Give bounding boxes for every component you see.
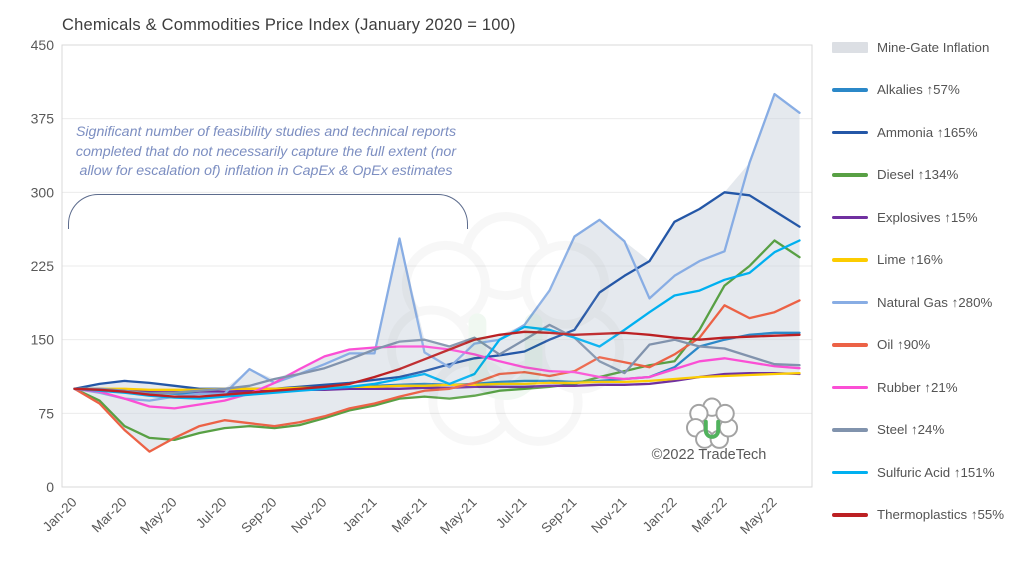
y-axis-label: 150 — [31, 332, 55, 348]
legend-item-mine-gate-inflation: Mine-Gate Inflation — [832, 26, 1008, 69]
y-axis-label: 300 — [31, 184, 55, 200]
legend-swatch — [832, 258, 868, 262]
y-axis-label: 75 — [38, 405, 54, 421]
legend-swatch — [832, 88, 868, 92]
legend-label: Sulfuric Acid ↑151% — [877, 464, 995, 480]
legend-item-diesel: Diesel ↑134% — [832, 154, 1008, 197]
legend-label: Rubber ↑21% — [877, 379, 958, 395]
legend-swatch — [832, 130, 868, 134]
legend-item-oil: Oil ↑90% — [832, 324, 1008, 367]
legend-label: Explosives ↑15% — [877, 209, 978, 225]
y-axis-label: 375 — [31, 111, 55, 127]
legend-item-alkalies: Alkalies ↑57% — [832, 69, 1008, 112]
x-axis-label: Jan-22 — [640, 495, 680, 535]
x-axis-label: Nov-21 — [588, 495, 629, 536]
x-axis-label: Jul-20 — [193, 495, 230, 532]
legend-label: Ammonia ↑165% — [877, 124, 978, 140]
legend-label: Alkalies ↑57% — [877, 82, 960, 98]
legend-swatch — [832, 41, 868, 53]
period-grouping-bracket — [68, 194, 468, 229]
annotation-text: Significant number of feasibility studie… — [60, 123, 472, 182]
x-axis-label: Jul-21 — [493, 495, 530, 532]
legend-label: Thermoplastics ↑55% — [877, 507, 1005, 523]
tradetech-logo-icon — [684, 396, 740, 452]
x-axis-label: May-21 — [437, 495, 479, 537]
x-axis-label: May-22 — [737, 495, 779, 537]
legend-item-rubber: Rubber ↑21% — [832, 366, 1008, 409]
legend-label: Natural Gas ↑280% — [877, 294, 993, 310]
legend-swatch — [832, 343, 868, 347]
legend-label: Oil ↑90% — [877, 337, 931, 353]
chart-legend: Mine-Gate Inflation Alkalies ↑57% Ammonia … — [832, 26, 1008, 536]
legend-swatch — [832, 215, 868, 219]
x-axis-label: Mar-21 — [389, 495, 430, 536]
legend-label: Lime ↑16% — [877, 252, 943, 268]
legend-item-sulfuric-acid: Sulfuric Acid ↑151% — [832, 451, 1008, 494]
y-axis-label: 450 — [31, 37, 55, 53]
legend-item-steel: Steel ↑24% — [832, 409, 1008, 452]
x-axis-label: May-20 — [137, 495, 179, 537]
tradetech-watermark-large — [378, 205, 633, 460]
legend-swatch — [832, 173, 868, 177]
legend-swatch — [832, 428, 868, 432]
x-axis-label: Jan-21 — [340, 495, 380, 535]
x-axis-label: Mar-20 — [89, 495, 130, 536]
annotation-line: completed that do not necessarily captur… — [75, 143, 457, 160]
legend-swatch — [832, 470, 868, 474]
plot-border — [61, 44, 813, 488]
annotation-line: allow for escalation of) inflation in Ca… — [79, 163, 453, 180]
legend-item-thermoplastics: Thermoplastics ↑55% — [832, 494, 1008, 537]
legend-label: Steel ↑24% — [877, 422, 945, 438]
x-axis-label: Jan-20 — [40, 495, 80, 535]
legend-label: Diesel ↑134% — [877, 167, 959, 183]
chart-title: Chemicals & Commodities Price Index (Jan… — [62, 16, 516, 34]
annotation-line: Significant number of feasibility studie… — [75, 124, 457, 140]
legend-item-natural-gas: Natural Gas ↑280% — [832, 281, 1008, 324]
legend-item-explosives: Explosives ↑15% — [832, 196, 1008, 239]
legend-swatch — [832, 300, 868, 304]
x-axis-label: Nov-20 — [288, 495, 329, 536]
legend-swatch — [832, 385, 868, 389]
legend-label: Mine-Gate Inflation — [877, 39, 990, 55]
y-axis-label: 0 — [46, 479, 54, 495]
legend-item-lime: Lime ↑16% — [832, 239, 1008, 282]
x-axis-label: Mar-22 — [689, 495, 730, 536]
x-axis-label: Sep-20 — [238, 495, 279, 536]
x-axis-label: Sep-21 — [538, 495, 579, 536]
copyright-text: ©2022 TradeTech — [651, 447, 767, 463]
y-axis-label: 225 — [31, 258, 55, 274]
legend-item-ammonia: Ammonia ↑165% — [832, 111, 1008, 154]
legend-swatch — [832, 513, 868, 517]
